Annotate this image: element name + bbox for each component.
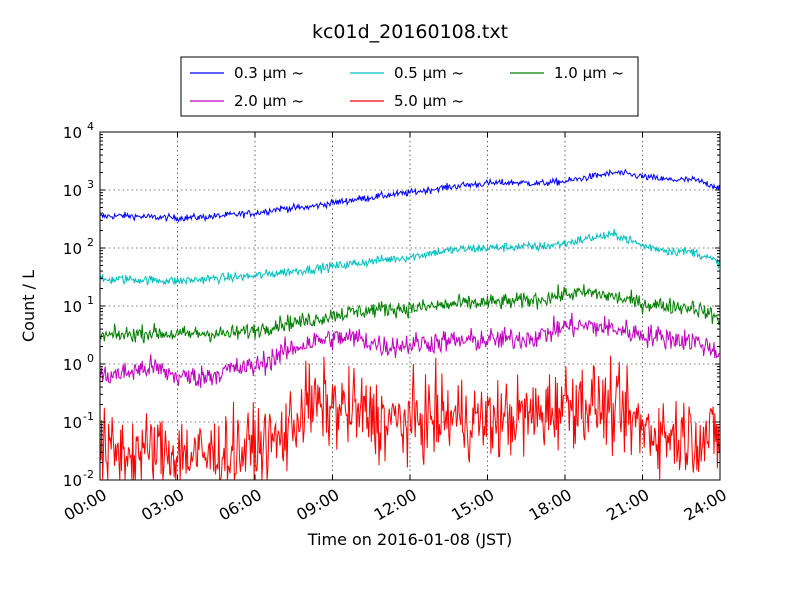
legend-box [180,56,639,117]
y-tick-exponent: 0 [87,352,94,365]
y-tick-label: 10 [63,240,82,258]
x-tick-label: 09:00 [293,485,342,525]
legend-label: 5.0 μm ~ [394,92,464,110]
y-tick-label: 10 [63,182,82,200]
x-tick-label: 18:00 [526,485,575,525]
y-tick-label: 10 [63,414,82,432]
y-tick-label: 10 [63,298,82,316]
y-tick-exponent: 2 [87,236,94,249]
legend: 0.3 μm ~ 0.5 μm ~ 1.0 μm ~ 2.0 μm ~ 5.0 μm ~ [190,64,624,110]
series-lines [99,168,721,481]
x-axis-label: Time on 2016-01-08 (JST) [307,530,512,549]
x-tick-label: 06:00 [216,485,265,525]
y-tick-exponent: -2 [83,468,94,481]
grid [100,132,720,480]
series-line-0 [99,168,721,223]
series-line-3 [99,312,721,389]
chart-title: kc01d_20160108.txt [312,21,508,43]
legend-label: 1.0 μm ~ [554,64,624,82]
y-tick-label: 10 [63,472,82,490]
x-tick-label: 24:00 [681,485,730,525]
y-tick-exponent: -1 [83,410,94,423]
series-line-2 [99,284,721,344]
x-tick-label: 21:00 [603,485,652,525]
series-line-4 [99,355,721,481]
legend-label: 2.0 μm ~ [234,92,304,110]
series-line-1 [99,228,721,286]
y-tick-label: 10 [63,124,82,142]
x-tick-label: 15:00 [448,485,497,525]
y-axis-label: Count / L [19,270,38,342]
y-tick-exponent: 4 [87,120,94,133]
x-tick-label: 00:00 [61,485,110,525]
legend-label: 0.5 μm ~ [394,64,464,82]
y-tick-exponent: 1 [87,294,94,307]
x-tick-label: 03:00 [138,485,187,525]
x-tick-label: 12:00 [371,485,420,525]
y-tick-exponent: 3 [87,178,94,191]
legend-label: 0.3 μm ~ [234,64,304,82]
y-tick-label: 10 [63,356,82,374]
